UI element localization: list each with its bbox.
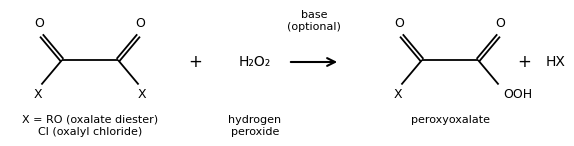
Text: +: + (188, 53, 202, 71)
Text: HX: HX (546, 55, 566, 69)
Text: H₂O₂: H₂O₂ (239, 55, 271, 69)
Text: X = RO (oxalate diester): X = RO (oxalate diester) (22, 115, 158, 125)
Text: peroxyoxalate: peroxyoxalate (410, 115, 490, 125)
Text: O: O (394, 18, 404, 31)
Text: O: O (495, 18, 506, 31)
Text: X: X (137, 87, 146, 100)
Text: O: O (34, 18, 44, 31)
Text: X: X (394, 87, 403, 100)
Text: +: + (517, 53, 531, 71)
Text: OOH: OOH (503, 87, 533, 100)
Text: base: base (301, 10, 327, 20)
Text: O: O (135, 18, 145, 31)
Text: peroxide: peroxide (231, 127, 279, 137)
Text: hydrogen: hydrogen (228, 115, 282, 125)
Text: (optional): (optional) (287, 22, 341, 32)
Text: X: X (34, 87, 42, 100)
Text: Cl (oxalyl chloride): Cl (oxalyl chloride) (38, 127, 142, 137)
